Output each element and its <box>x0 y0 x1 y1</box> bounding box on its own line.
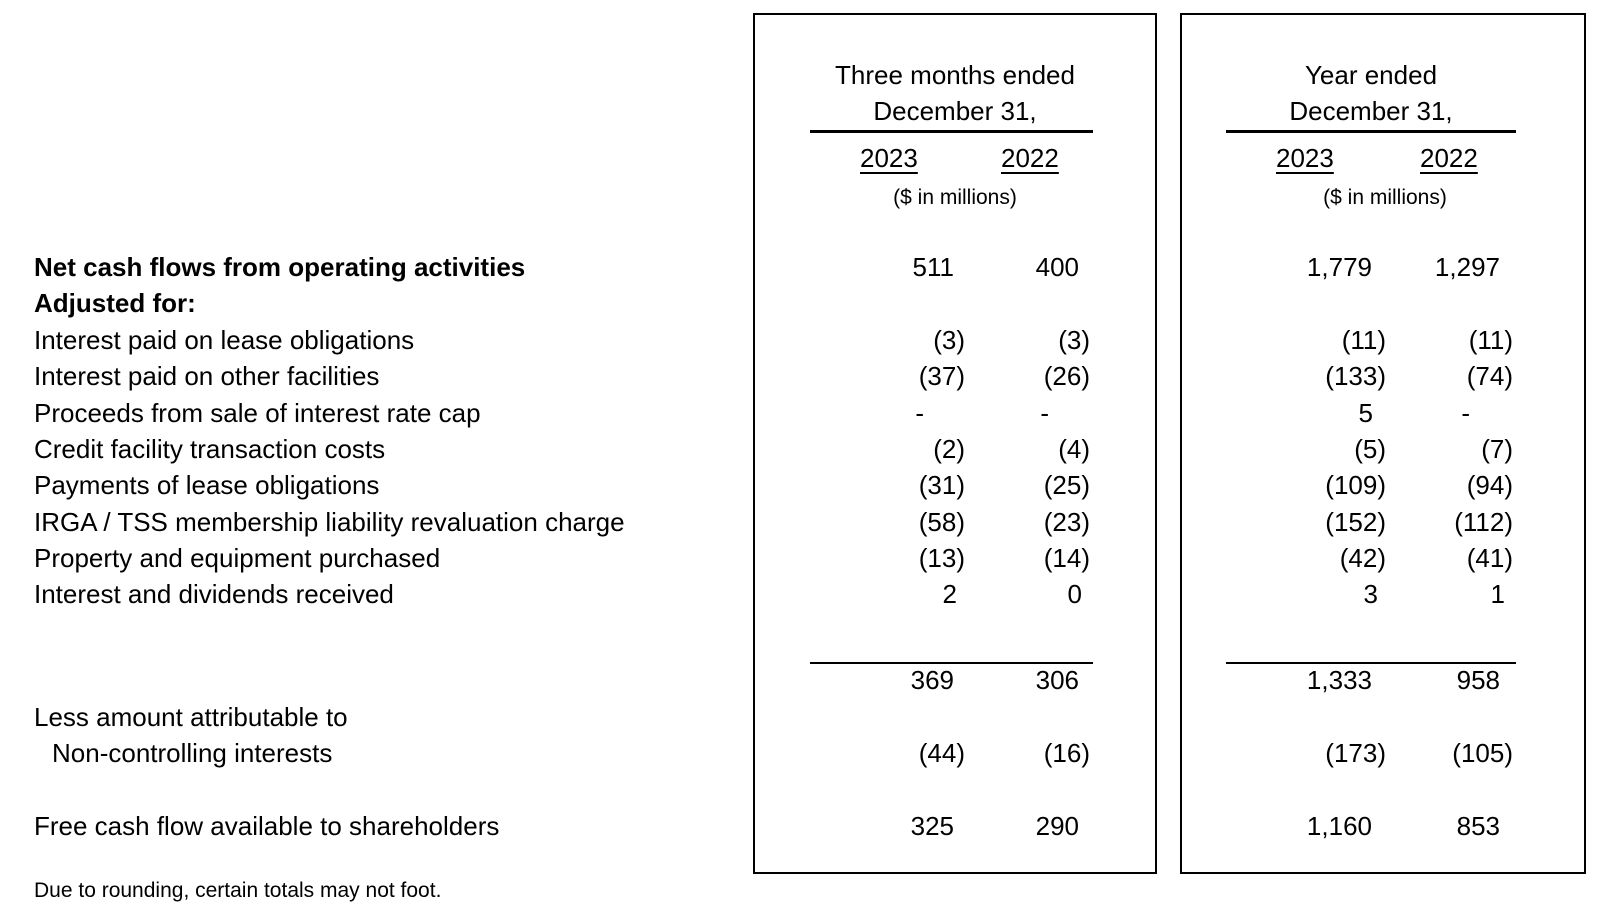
subtotal-value: 1,333 <box>1306 665 1372 695</box>
annual-column-box <box>1180 13 1586 874</box>
fcf-value: 853 <box>1456 811 1500 841</box>
fcf-label: Free cash flow available to shareholders <box>34 811 500 841</box>
value-cell: (23) <box>1043 507 1090 537</box>
value-cell: (11) <box>1341 325 1386 355</box>
value-cell: (5) <box>1354 434 1386 464</box>
value-cell: (109) <box>1325 470 1386 500</box>
value-cell: (112) <box>1454 507 1513 537</box>
quarter-column-box <box>753 13 1157 874</box>
value-cell: (3) <box>1058 325 1090 355</box>
value-cell: 1,779 <box>1306 252 1372 282</box>
value-cell: - <box>1040 398 1049 428</box>
nci-value: (173) <box>1325 738 1386 768</box>
nci-label-line1: Less amount attributable to <box>34 702 348 732</box>
annual-year-2023: 2023 <box>1276 143 1334 173</box>
row-label: Proceeds from sale of interest rate cap <box>34 398 481 428</box>
value-cell: (133) <box>1325 361 1386 391</box>
value-cell: 3 <box>1363 579 1378 609</box>
value-cell: (4) <box>1058 434 1090 464</box>
value-cell: (13) <box>918 543 965 573</box>
row-label: Interest paid on other facilities <box>34 361 380 391</box>
value-cell: 2 <box>942 579 957 609</box>
value-cell: 511 <box>912 252 954 282</box>
row-label: IRGA / TSS membership liability revaluat… <box>34 507 625 537</box>
footnote: Due to rounding, certain totals may not … <box>34 879 442 902</box>
value-cell: (94) <box>1466 470 1513 500</box>
subtotal-value: 306 <box>1035 665 1079 695</box>
annual-header-line1: Year ended <box>1304 60 1438 90</box>
value-cell: (41) <box>1466 543 1513 573</box>
value-cell: (31) <box>918 470 965 500</box>
quarter-year-2022: 2022 <box>1001 143 1059 173</box>
value-cell: (3) <box>933 325 965 355</box>
value-cell: 1 <box>1490 579 1505 609</box>
value-cell: - <box>1461 398 1470 428</box>
subtotal-rule-annual <box>1226 662 1516 664</box>
quarter-units: ($ in millions) <box>893 186 1017 209</box>
value-cell: (37) <box>918 361 965 391</box>
row-label-adjusted-for: Adjusted for: <box>34 288 196 318</box>
subtotal-value: 369 <box>910 665 954 695</box>
row-label: Payments of lease obligations <box>34 470 380 500</box>
value-cell: (42) <box>1339 543 1386 573</box>
row-label: Property and equipment purchased <box>34 543 441 573</box>
value-cell: - <box>915 398 924 428</box>
fcf-value: 325 <box>910 811 954 841</box>
annual-units: ($ in millions) <box>1323 186 1447 209</box>
value-cell: (25) <box>1043 470 1090 500</box>
annual-year-2022: 2022 <box>1420 143 1478 173</box>
annual-header-rule <box>1226 130 1516 133</box>
value-cell: 5 <box>1358 398 1373 428</box>
value-cell: (14) <box>1043 543 1090 573</box>
nci-value: (44) <box>918 738 965 768</box>
fcf-value: 290 <box>1035 811 1079 841</box>
value-cell: (7) <box>1481 434 1513 464</box>
value-cell: 1,297 <box>1434 252 1500 282</box>
annual-header-line2: December 31, <box>1289 96 1453 126</box>
value-cell: (58) <box>918 507 965 537</box>
value-cell: (26) <box>1043 361 1090 391</box>
row-label-operating-cash-flows: Net cash flows from operating activities <box>34 252 526 282</box>
value-cell: (74) <box>1466 361 1513 391</box>
value-cell: (2) <box>933 434 965 464</box>
value-cell: (152) <box>1325 507 1386 537</box>
quarter-year-2023: 2023 <box>860 143 918 173</box>
quarter-header-line2: December 31, <box>873 96 1037 126</box>
value-cell: 400 <box>1035 252 1079 282</box>
value-cell: (11) <box>1468 325 1513 355</box>
subtotal-value: 958 <box>1456 665 1500 695</box>
fcf-value: 1,160 <box>1306 811 1372 841</box>
nci-value: (105) <box>1452 738 1513 768</box>
quarter-header-line1: Three months ended <box>835 60 1075 90</box>
nci-label-line2: Non-controlling interests <box>52 738 333 768</box>
row-label: Credit facility transaction costs <box>34 434 386 464</box>
value-cell: 0 <box>1067 579 1082 609</box>
row-label: Interest paid on lease obligations <box>34 325 415 355</box>
quarter-header-rule <box>810 130 1093 133</box>
nci-value: (16) <box>1043 738 1090 768</box>
row-label: Interest and dividends received <box>34 579 394 609</box>
subtotal-rule-quarter <box>810 662 1093 664</box>
